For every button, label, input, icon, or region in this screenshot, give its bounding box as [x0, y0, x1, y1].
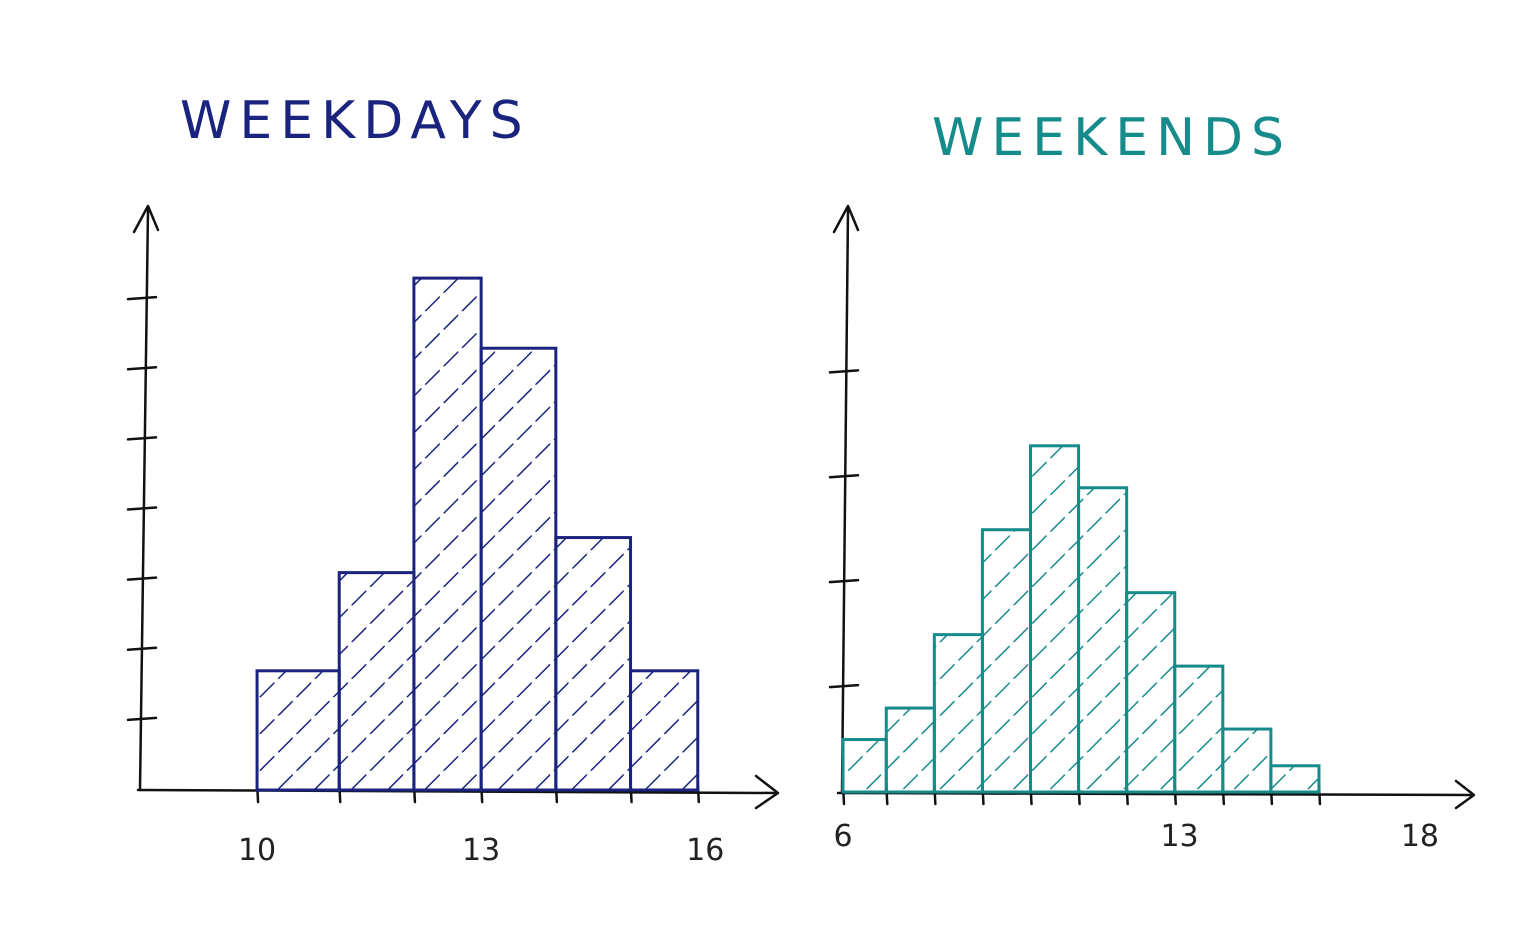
y-tick-mark — [126, 576, 158, 581]
y-axis — [126, 204, 160, 792]
x-tick-label: 13 — [1160, 819, 1198, 854]
y-tick-mark — [126, 366, 158, 371]
histogram-bar — [479, 346, 558, 792]
chart-title: WEEKENDS — [932, 108, 1292, 168]
y-ticks — [828, 369, 860, 689]
weekends-chart: WEEKENDS 6 13 18 — [828, 108, 1476, 854]
histogram-bar — [1221, 727, 1273, 794]
histogram-bar — [1269, 764, 1321, 794]
x-tick-label: 6 — [833, 819, 852, 854]
y-tick-mark — [828, 683, 860, 689]
y-tick-mark — [126, 506, 158, 511]
histogram-bar — [554, 536, 633, 792]
bars — [255, 276, 700, 792]
y-axis — [828, 204, 860, 794]
y-tick-mark — [828, 369, 860, 374]
x-tick-label: 18 — [1401, 819, 1439, 854]
y-tick-mark — [126, 716, 158, 722]
y-tick-mark — [126, 646, 158, 652]
x-tick-labels: 6 13 18 — [833, 819, 1439, 854]
y-ticks — [126, 295, 158, 722]
histogram-bar — [841, 738, 888, 794]
histogram-bar — [1077, 486, 1129, 794]
histogram-bar — [255, 669, 341, 792]
histogram-bar — [1173, 664, 1225, 794]
chart-title: WEEKDAYS — [180, 91, 531, 151]
histogram-bar — [980, 528, 1033, 794]
y-tick-mark — [828, 578, 860, 584]
histogram-bar — [412, 276, 483, 792]
histogram-bar — [932, 633, 984, 794]
x-tick-label: 16 — [686, 833, 724, 868]
histogram-bar — [337, 571, 416, 792]
y-tick-mark — [126, 295, 158, 301]
y-tick-mark — [126, 436, 158, 441]
x-tick-label: 13 — [462, 833, 500, 868]
histogram-bar — [1029, 444, 1081, 794]
x-tick-labels: 10 13 16 — [238, 833, 724, 868]
weekdays-chart: WEEKDAYS 10 13 16 — [126, 91, 780, 868]
bars — [841, 444, 1321, 794]
histogram-bar — [884, 706, 936, 794]
x-tick-label: 10 — [238, 833, 276, 868]
histogram-bar — [629, 669, 700, 792]
y-tick-mark — [828, 474, 860, 479]
histogram-bar — [1125, 591, 1177, 794]
